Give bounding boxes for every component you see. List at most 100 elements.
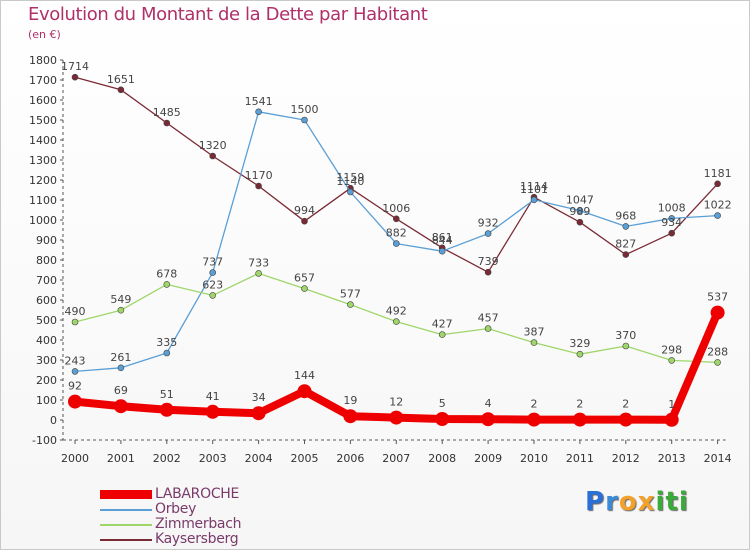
logo-letter: t bbox=[665, 487, 679, 517]
data-point-zimmerbach bbox=[530, 339, 538, 346]
data-point-zimmerbach bbox=[209, 292, 216, 299]
data-label-labaroche: 69 bbox=[114, 384, 128, 397]
data-point-kaysersberg bbox=[576, 218, 584, 226]
x-tick-label: 2008 bbox=[428, 452, 456, 465]
data-label-kaysersberg: 1320 bbox=[199, 139, 227, 152]
data-label-kaysersberg: 989 bbox=[569, 205, 590, 218]
data-label-orbey: 1101 bbox=[520, 183, 548, 196]
data-point-orbey bbox=[209, 269, 216, 276]
data-label-labaroche: 2 bbox=[531, 398, 538, 411]
data-point-labaroche bbox=[572, 412, 587, 427]
data-point-kaysersberg bbox=[209, 152, 216, 160]
y-tick-label: -100 bbox=[32, 434, 57, 447]
data-point-labaroche bbox=[113, 399, 128, 414]
data-label-orbey: 1541 bbox=[245, 95, 273, 108]
data-label-labaroche: 1 bbox=[668, 398, 675, 411]
x-tick-label: 2001 bbox=[107, 452, 135, 465]
y-tick-label: 700 bbox=[36, 274, 57, 287]
data-point-orbey bbox=[714, 212, 721, 219]
x-tick-label: 2004 bbox=[245, 452, 273, 465]
legend-swatch-zimmerbach bbox=[100, 524, 152, 526]
data-label-labaroche: 92 bbox=[68, 380, 82, 393]
data-label-zimmerbach: 678 bbox=[156, 267, 177, 280]
data-label-labaroche: 51 bbox=[160, 388, 174, 401]
data-point-labaroche bbox=[618, 412, 633, 427]
data-label-kaysersberg: 861 bbox=[432, 231, 453, 244]
data-point-zimmerbach bbox=[576, 350, 584, 358]
data-label-orbey: 1140 bbox=[336, 175, 364, 188]
data-label-zimmerbach: 298 bbox=[661, 343, 682, 356]
data-label-labaroche: 4 bbox=[485, 397, 492, 410]
data-point-zimmerbach bbox=[622, 342, 630, 350]
proxiti-logo: Proxiti bbox=[585, 487, 689, 517]
data-label-labaroche: 19 bbox=[343, 394, 357, 407]
data-label-kaysersberg: 1114 bbox=[520, 180, 548, 193]
data-point-labaroche bbox=[389, 410, 404, 425]
legend-label-labaroche: LABAROCHE bbox=[155, 486, 240, 502]
data-label-orbey: 335 bbox=[156, 336, 177, 349]
y-tick-label: 1700 bbox=[29, 74, 57, 87]
data-label-orbey: 261 bbox=[110, 351, 131, 364]
data-point-zimmerbach bbox=[117, 306, 125, 314]
y-tick-label: 100 bbox=[36, 394, 57, 407]
data-point-kaysersberg bbox=[392, 215, 400, 223]
y-tick-label: 1300 bbox=[29, 154, 57, 167]
y-tick-label: 1200 bbox=[29, 174, 57, 187]
data-point-orbey bbox=[255, 108, 262, 116]
data-label-orbey: 844 bbox=[432, 234, 453, 247]
data-point-kaysersberg bbox=[301, 217, 308, 225]
data-point-zimmerbach bbox=[347, 301, 354, 308]
data-label-zimmerbach: 549 bbox=[110, 293, 131, 306]
data-point-labaroche bbox=[159, 402, 174, 417]
y-tick-label: 1800 bbox=[29, 54, 57, 67]
x-tick-label: 2010 bbox=[520, 452, 548, 465]
chart-subtitle: (en €) bbox=[28, 28, 61, 41]
data-label-orbey: 882 bbox=[386, 227, 407, 240]
y-tick-label: 1400 bbox=[29, 134, 57, 147]
data-label-zimmerbach: 492 bbox=[386, 305, 407, 318]
y-tick-label: 0 bbox=[50, 414, 57, 427]
data-point-orbey bbox=[576, 207, 584, 214]
y-tick-label: 1000 bbox=[29, 214, 57, 227]
data-point-labaroche bbox=[664, 412, 679, 427]
x-tick-label: 2011 bbox=[566, 452, 594, 465]
logo-letter: i bbox=[655, 487, 666, 517]
data-label-orbey: 1008 bbox=[658, 201, 686, 214]
legend-swatch-kaysersberg bbox=[100, 539, 152, 541]
data-point-zimmerbach bbox=[392, 318, 400, 325]
data-point-zimmerbach bbox=[438, 331, 446, 338]
x-tick-label: 2012 bbox=[612, 452, 640, 465]
x-tick-label: 2009 bbox=[474, 452, 502, 465]
data-point-orbey bbox=[117, 364, 125, 372]
x-tick-label: 2000 bbox=[61, 452, 89, 465]
data-point-zimmerbach bbox=[301, 285, 308, 292]
data-label-kaysersberg: 1651 bbox=[107, 73, 135, 86]
x-tick-label: 2005 bbox=[291, 452, 319, 465]
data-point-orbey bbox=[347, 188, 354, 196]
data-label-kaysersberg: 1485 bbox=[153, 106, 181, 119]
data-point-orbey bbox=[163, 349, 171, 357]
data-label-kaysersberg: 1006 bbox=[382, 202, 410, 215]
data-label-kaysersberg: 994 bbox=[294, 204, 315, 217]
data-point-labaroche bbox=[297, 384, 312, 399]
legend-label-kaysersberg: Kaysersberg bbox=[155, 531, 239, 547]
data-point-zimmerbach bbox=[714, 359, 721, 366]
y-tick-label: 1100 bbox=[29, 194, 57, 207]
data-point-labaroche bbox=[251, 406, 266, 421]
y-tick-label: 800 bbox=[36, 254, 57, 267]
data-point-zimmerbach bbox=[484, 325, 492, 332]
data-point-kaysersberg bbox=[255, 182, 262, 190]
data-label-zimmerbach: 427 bbox=[432, 318, 453, 331]
data-label-labaroche: 34 bbox=[252, 391, 266, 404]
x-tick-label: 2002 bbox=[153, 452, 181, 465]
data-point-labaroche bbox=[435, 412, 450, 426]
data-point-orbey bbox=[71, 368, 79, 375]
data-point-orbey bbox=[668, 215, 676, 222]
y-tick-label: 1500 bbox=[29, 114, 57, 127]
x-tick-label: 2006 bbox=[336, 452, 364, 465]
data-point-orbey bbox=[622, 223, 630, 230]
data-label-zimmerbach: 490 bbox=[65, 305, 86, 318]
logo-letter: x bbox=[637, 487, 656, 517]
data-label-labaroche: 144 bbox=[294, 369, 315, 382]
